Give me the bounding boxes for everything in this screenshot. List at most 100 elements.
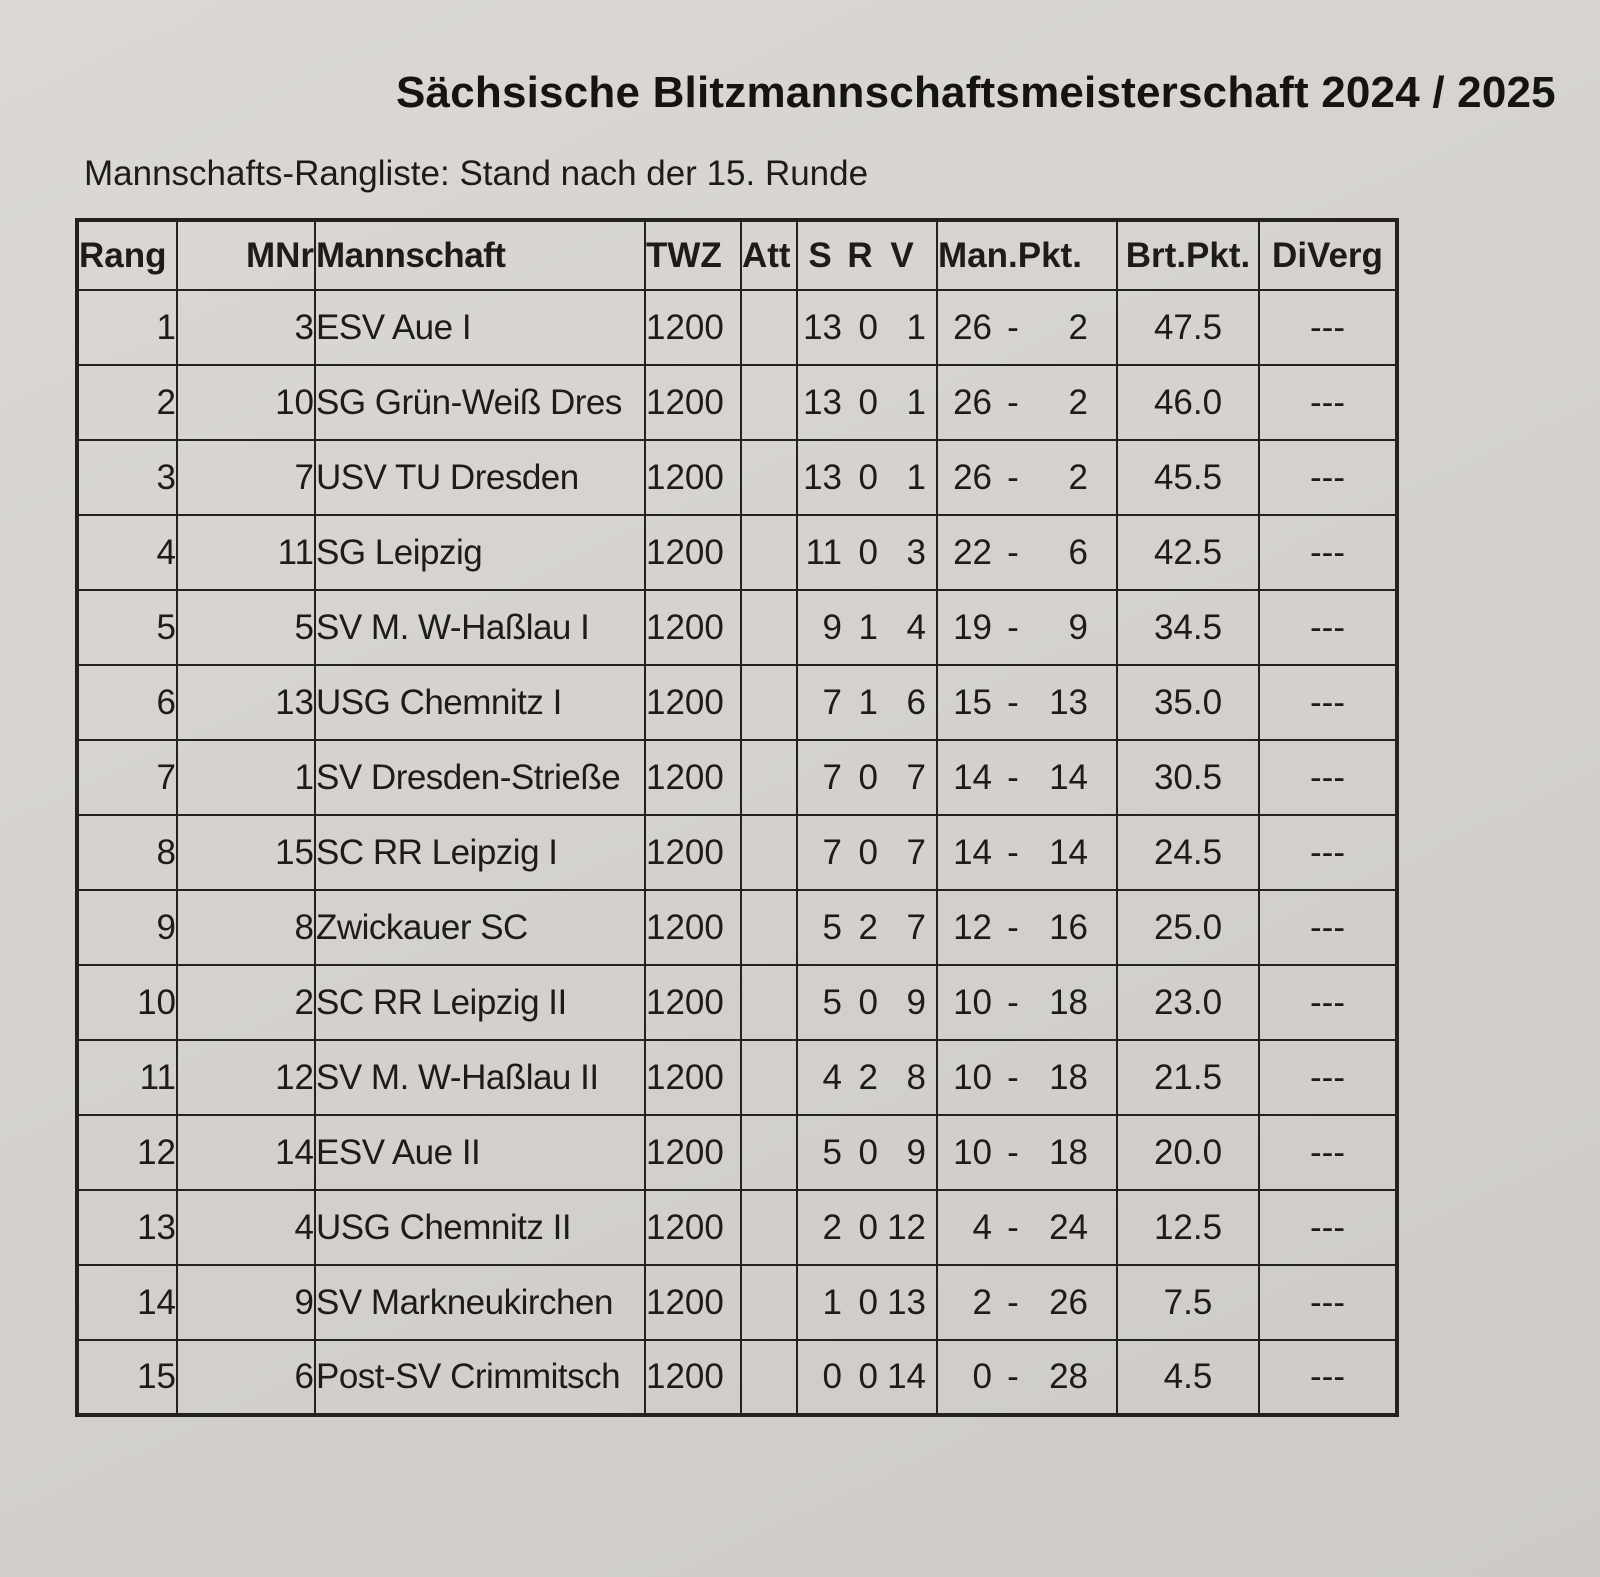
att-cell [740,289,798,366]
man-pkt-cell: 22- 6 [936,514,1118,591]
srv-cell: 13 0 1 [796,289,938,366]
twz-cell: 1200 [644,439,742,516]
man-pkt-against: 24 [1049,1207,1088,1247]
table-row: 15 6 Post-SV Crimmitsch 1200 0 0 14 0-28 4… [76,1339,1398,1416]
brt-pkt-cell: 24.5 [1116,814,1260,891]
team-name-cell: SG Leipzig [314,514,646,591]
man-pkt-for: 0 [972,1357,992,1396]
diverg-cell: --- [1258,1339,1398,1416]
man-pkt-separator: - [1007,532,1019,572]
brt-pkt-cell: 35.0 [1116,664,1260,741]
man-pkt-separator: - [1007,682,1019,722]
rank-cell: 4 [76,514,178,591]
rank-cell: 11 [76,1039,178,1116]
man-pkt-against: 9 [1068,607,1088,647]
twz-cell: 1200 [644,889,742,966]
man-pkt-for: 19 [953,607,992,647]
man-pkt-for: 22 [953,532,992,572]
team-number-cell: 4 [176,1189,316,1266]
man-pkt-cell: 19- 9 [936,589,1118,666]
team-number-cell: 6 [176,1339,316,1416]
man-pkt-cell: 15-13 [936,664,1118,741]
team-name-cell: Post-SV Crimmitsch [314,1339,646,1416]
srv-cell: 2 0 12 [796,1189,938,1266]
rank-cell: 13 [76,1189,178,1266]
man-pkt-for: 2 [972,1282,992,1322]
losses-value: 13 [887,1282,926,1322]
srv-cell: 13 0 1 [796,364,938,441]
wins-value: 11 [805,532,842,572]
rank-cell: 8 [76,814,178,891]
rank-cell: 3 [76,439,178,516]
wins-value: 1 [822,1282,842,1322]
brt-pkt-cell: 7.5 [1116,1264,1260,1341]
man-pkt-cell: 12-16 [936,889,1118,966]
twz-cell: 1200 [644,964,742,1041]
man-pkt-against: 6 [1068,532,1088,572]
rank-cell: 12 [76,1114,178,1191]
att-cell [740,1189,798,1266]
man-pkt-for: 4 [972,1207,992,1247]
wins-value: 7 [822,682,842,722]
man-pkt-separator: - [1007,607,1019,647]
diverg-cell: --- [1258,1264,1398,1341]
man-pkt-cell: 14-14 [936,814,1118,891]
att-cell [740,1339,798,1416]
diverg-cell: --- [1258,664,1398,741]
wins-value: 13 [803,382,842,422]
man-pkt-cell: 26- 2 [936,364,1118,441]
man-pkt-for: 10 [953,1132,992,1172]
brt-pkt-cell: 25.0 [1116,889,1260,966]
brt-pkt-cell: 34.5 [1116,589,1260,666]
twz-cell: 1200 [644,1039,742,1116]
att-cell [740,964,798,1041]
man-pkt-for: 15 [953,682,992,722]
wins-value: 9 [822,607,842,647]
team-number-cell: 15 [176,814,316,891]
att-cell [740,814,798,891]
wins-value: 13 [803,457,842,497]
header-mnr: MNr [176,219,316,291]
losses-value: 1 [906,457,926,497]
team-name-cell: SV M. W-Haßlau I [314,589,646,666]
diverg-cell: --- [1258,289,1398,366]
diverg-cell: --- [1258,814,1398,891]
man-pkt-for: 10 [953,1057,992,1097]
team-number-cell: 7 [176,439,316,516]
att-cell [740,364,798,441]
losses-value: 4 [906,607,926,647]
losses-value: 6 [906,682,926,722]
srv-cell: 0 0 14 [796,1339,938,1416]
wins-value: 2 [822,1207,842,1247]
diverg-cell: --- [1258,1189,1398,1266]
twz-cell: 1200 [644,289,742,366]
losses-value: 7 [906,757,926,797]
header-s: S [808,235,832,275]
table-row: 4 11 SG Leipzig 1200 11 0 3 22- 6 42.5 --- [76,514,1398,591]
draws-value: 0 [858,757,878,797]
diverg-cell: --- [1258,589,1398,666]
table-row: 2 10 SG Grün-Weiß Dres 1200 13 0 1 26- 2 46… [76,364,1398,441]
draws-value: 0 [858,1357,878,1396]
team-name-cell: SV Dresden-Strieße [314,739,646,816]
rank-cell: 9 [76,889,178,966]
diverg-cell: --- [1258,964,1398,1041]
man-pkt-against: 14 [1049,832,1088,872]
header-v: V [890,235,914,275]
draws-value: 0 [858,307,878,347]
brt-pkt-cell: 12.5 [1116,1189,1260,1266]
wins-value: 5 [822,982,842,1022]
man-pkt-separator: - [1007,757,1019,797]
header-rang: Rang [76,219,178,291]
team-name-cell: SC RR Leipzig II [314,964,646,1041]
diverg-cell: --- [1258,1114,1398,1191]
man-pkt-cell: 10-18 [936,1039,1118,1116]
team-name-cell: SC RR Leipzig I [314,814,646,891]
